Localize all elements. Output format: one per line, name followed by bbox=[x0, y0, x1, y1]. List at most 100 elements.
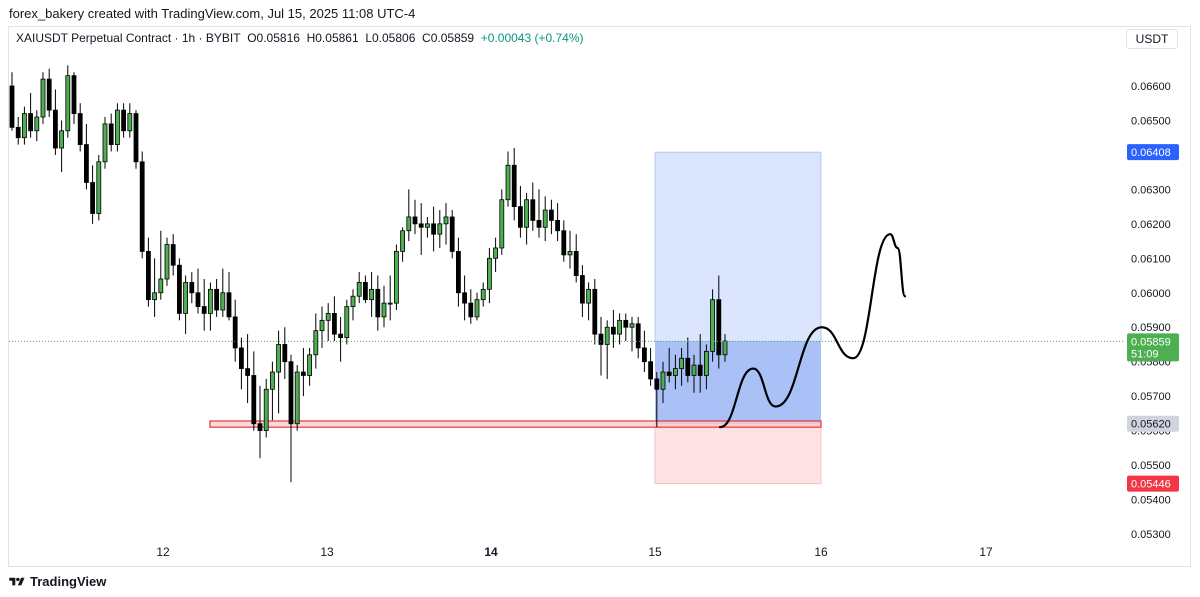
candle-body bbox=[635, 323, 641, 349]
candle-body bbox=[232, 316, 238, 349]
candle-body bbox=[549, 209, 554, 221]
candle-body bbox=[542, 209, 548, 228]
candle-body bbox=[418, 223, 424, 228]
close-value: C0.05859 bbox=[422, 31, 475, 45]
projection-drawing[interactable] bbox=[718, 233, 907, 429]
candle-body bbox=[307, 354, 313, 376]
candle-body bbox=[400, 230, 406, 252]
candle-body bbox=[325, 313, 331, 321]
candle-body bbox=[90, 182, 95, 214]
stop-zone[interactable] bbox=[654, 423, 822, 485]
candle-body bbox=[493, 247, 499, 259]
candle-body bbox=[158, 278, 164, 294]
candle-body bbox=[369, 288, 375, 301]
candle-body bbox=[468, 302, 474, 318]
candle-body bbox=[226, 292, 232, 318]
candle-body bbox=[276, 344, 282, 373]
candle-body bbox=[660, 371, 666, 390]
candle-body bbox=[505, 164, 511, 201]
tradingview-logo-icon bbox=[9, 577, 25, 585]
candle-body bbox=[115, 109, 120, 145]
candle-body bbox=[567, 251, 573, 256]
candle-body bbox=[133, 113, 139, 163]
candle-body bbox=[21, 113, 27, 139]
candle-body bbox=[145, 251, 151, 301]
overlays bbox=[9, 233, 1124, 429]
candle-body bbox=[282, 344, 288, 363]
time-axis-label: 12 bbox=[156, 545, 170, 559]
candle-body bbox=[313, 330, 319, 356]
candle-body bbox=[176, 264, 182, 314]
candle-body bbox=[617, 319, 622, 335]
candle-body bbox=[710, 299, 715, 352]
candle-body bbox=[592, 288, 598, 335]
last-price-tag: 0.05859 bbox=[1131, 336, 1171, 348]
last-price-tag-countdown: 51:09 bbox=[1131, 348, 1159, 360]
candle-body bbox=[437, 223, 443, 235]
candle-body bbox=[84, 144, 89, 183]
chart-caption: forex_bakery created with TradingView.co… bbox=[9, 6, 416, 21]
candle-body bbox=[319, 319, 325, 332]
candle-body bbox=[511, 164, 517, 208]
candle-body bbox=[71, 75, 77, 114]
candle-body bbox=[691, 364, 697, 376]
candle-body bbox=[580, 275, 585, 304]
candle-body bbox=[338, 333, 344, 338]
candle-body bbox=[704, 350, 709, 376]
candle-body bbox=[697, 364, 703, 376]
candle-body bbox=[77, 113, 83, 145]
candle-body bbox=[474, 299, 480, 318]
candle-body bbox=[381, 302, 387, 318]
candle-body bbox=[300, 371, 306, 376]
candle-body bbox=[220, 292, 226, 311]
open-value: O0.05816 bbox=[247, 31, 300, 45]
candle-body bbox=[201, 306, 207, 314]
candle-body bbox=[387, 302, 393, 305]
candle-body bbox=[189, 282, 195, 294]
price-axis-label: 0.06300 bbox=[1131, 184, 1171, 196]
candle-body bbox=[40, 78, 46, 118]
candle-body bbox=[127, 113, 133, 132]
time-axis-label: 14 bbox=[484, 545, 498, 559]
candle-body bbox=[573, 251, 579, 276]
candle-body bbox=[499, 199, 505, 249]
candle-body bbox=[486, 257, 492, 290]
candle-body bbox=[121, 109, 126, 132]
price-axis-label: 0.05300 bbox=[1131, 529, 1171, 541]
candle-body bbox=[288, 361, 294, 425]
entry-price-tag: 0.05620 bbox=[1131, 419, 1171, 431]
candle-body bbox=[412, 216, 418, 225]
candle-body bbox=[666, 371, 672, 376]
price-axis-label: 0.05400 bbox=[1131, 495, 1171, 507]
candle-body bbox=[164, 244, 170, 280]
candle-body bbox=[294, 371, 300, 425]
target-price-tag-bg bbox=[1127, 144, 1179, 161]
candle-body bbox=[34, 116, 40, 132]
price-axis-label: 0.05500 bbox=[1131, 460, 1171, 472]
candle-body bbox=[561, 230, 567, 256]
time-axis-label: 17 bbox=[979, 545, 993, 559]
candle-body bbox=[214, 288, 220, 311]
candle-body bbox=[642, 347, 647, 363]
candle-body bbox=[424, 223, 430, 228]
candle-body bbox=[648, 361, 653, 380]
candle-body bbox=[530, 199, 536, 221]
price-axis-label: 0.06600 bbox=[1131, 81, 1171, 93]
candle-body bbox=[96, 161, 102, 214]
candle-body bbox=[28, 113, 34, 132]
price-axis-label: 0.06000 bbox=[1131, 288, 1171, 300]
brand-name: TradingView bbox=[30, 574, 107, 589]
time-axis-label: 15 bbox=[648, 545, 662, 559]
target-zone[interactable] bbox=[654, 151, 822, 342]
candle-body bbox=[183, 282, 189, 314]
last-price-tag-bg bbox=[1127, 333, 1179, 362]
candle-body bbox=[251, 375, 257, 425]
support-box[interactable] bbox=[209, 420, 822, 428]
low-value: L0.05806 bbox=[365, 31, 416, 45]
tradingview-brand[interactable]: TradingView bbox=[9, 574, 106, 589]
candle-body bbox=[455, 251, 461, 294]
candle-body bbox=[518, 206, 523, 228]
candle-body bbox=[195, 292, 201, 307]
currency-button[interactable]: USDT bbox=[1126, 29, 1178, 49]
